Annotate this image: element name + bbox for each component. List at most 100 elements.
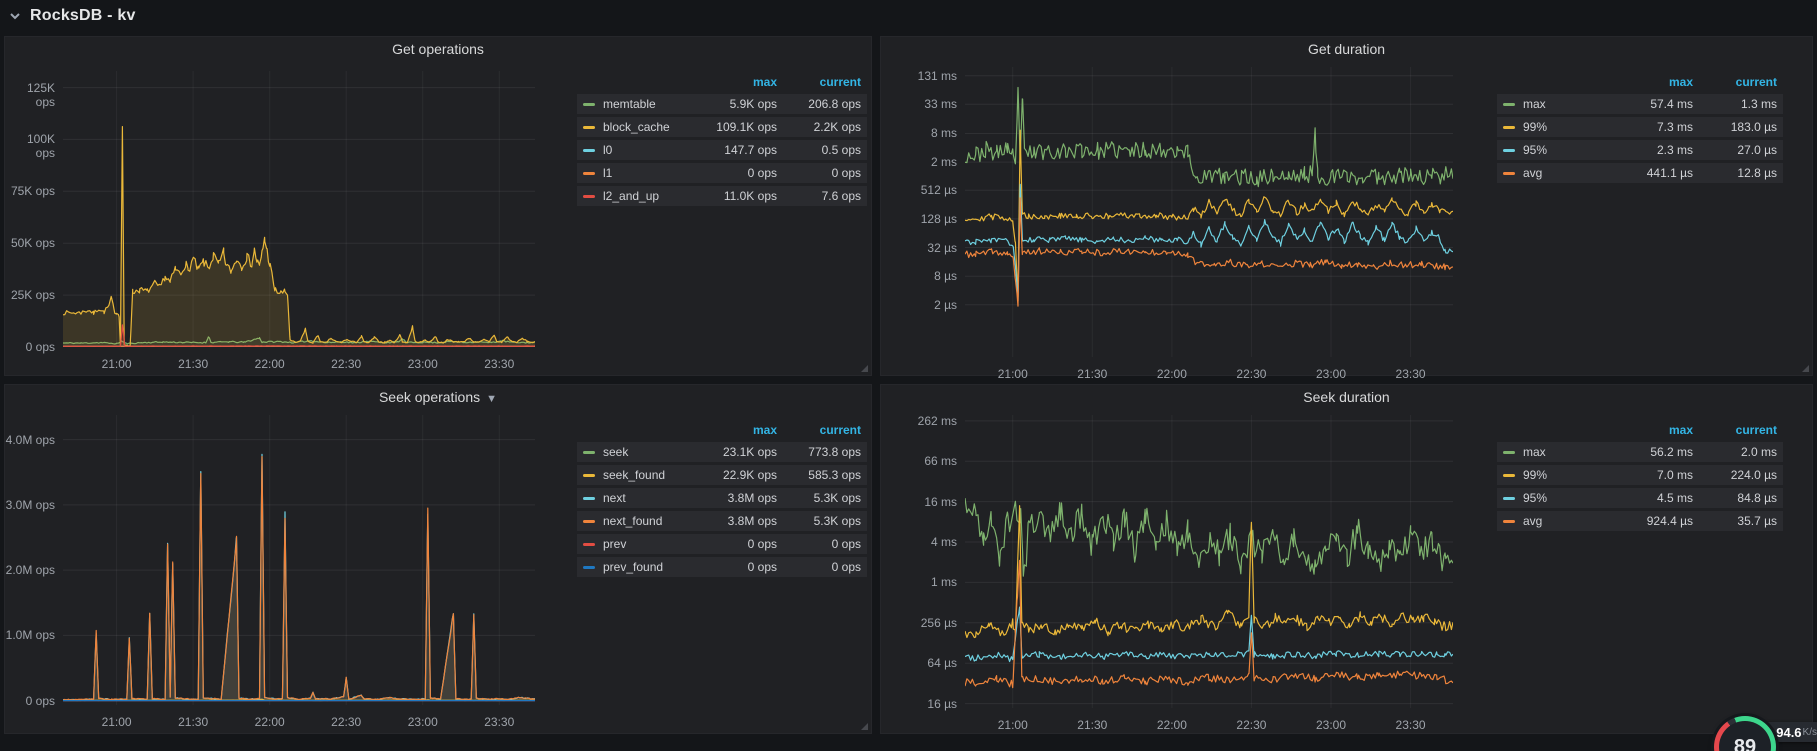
legend-header-max[interactable]: max [752,75,777,89]
x-tick-label: 23:00 [407,357,438,371]
legend-series-l1[interactable]: l1 [583,166,681,180]
series-color-swatch [1503,125,1515,129]
y-tick-label: 125K ops [26,80,55,109]
panel-title-seek-duration[interactable]: Seek duration [881,389,1812,405]
y-tick-label: 2 ms [930,155,957,170]
legend-max-value: 0 ops [747,166,777,180]
legend-row-next_found: next_found 3.8M ops 5.3K ops [577,511,867,531]
legend-header-max[interactable]: max [1668,75,1693,89]
legend-series-next_found[interactable]: next_found [583,514,681,528]
y-tick-label: 33 ms [924,97,957,112]
legend-header-max[interactable]: max [1668,423,1693,437]
x-tick-label: 22:30 [331,357,362,371]
legend-header-current[interactable]: current [819,423,861,437]
panel-resize-handle[interactable] [861,723,868,730]
legend-current-value: 5.3K ops [813,514,861,528]
legend-series-next[interactable]: next [583,491,681,505]
x-tick-label: 23:30 [484,357,515,371]
legend-seek-duration: max current max 56.2 ms 2.0 ms 99% 7.0 ms 224.0… [1497,421,1783,534]
series-color-swatch [1503,102,1515,106]
legend-series-prev_found[interactable]: prev_found [583,560,681,574]
legend-max-value: 4.5 ms [1656,491,1693,505]
series-color-swatch [583,194,595,198]
legend-seek-operations: max current seek 23.1K ops 773.8 ops seek_fou… [577,421,867,580]
x-tick-label: 21:00 [997,718,1028,732]
legend-max-value: 22.9K ops [722,468,777,482]
chart-plot-seek-duration[interactable] [965,415,1453,708]
y-tick-label: 512 µs [920,183,957,198]
series-line-block_cache [63,125,535,347]
legend-row-99%: 99% 7.3 ms 183.0 µs [1497,117,1783,137]
legend-current-value: 183.0 µs [1730,120,1777,134]
panel-menu-caret-icon[interactable]: ▼ [486,393,498,405]
series-color-swatch [583,102,595,106]
legend-max-value: 147.7 ops [724,143,777,157]
chevron-down-icon[interactable] [8,9,22,23]
y-tick-label: 2 µs [934,297,957,312]
legend-series-seek[interactable]: seek [583,445,681,459]
legend-current-value: 12.8 µs [1737,166,1777,180]
legend-header-max[interactable]: max [752,423,777,437]
legend-current-value: 206.8 ops [808,97,861,111]
legend-series-avg[interactable]: avg [1503,514,1597,528]
series-line-next_found [63,455,535,701]
legend-row-avg: avg 924.4 µs 35.7 µs [1497,511,1783,531]
dashboard-row-header[interactable]: RocksDB - kv [0,0,1817,32]
legend-series-99%[interactable]: 99% [1503,468,1597,482]
legend-series-max[interactable]: max [1503,445,1597,459]
legend-series-l2_and_up[interactable]: l2_and_up [583,189,681,203]
panel-seek-duration: Seek duration 262 ms 66 ms 16 ms 4 ms 1 ms 256… [880,384,1813,734]
legend-header-current[interactable]: current [1735,75,1777,89]
panel-resize-handle[interactable] [861,365,868,372]
series-color-swatch [583,519,595,523]
y-tick-label: 0 ops [25,340,55,354]
chart-plot-get-duration[interactable] [965,67,1453,357]
legend-max-value: 2.3 ms [1656,143,1693,157]
legend-series-l0[interactable]: l0 [583,143,681,157]
panel-title-get-operations[interactable]: Get operations [5,41,871,57]
legend-header-current[interactable]: current [1735,423,1777,437]
chart-plot-seek-operations[interactable] [63,415,535,705]
legend-header: max current [1497,421,1783,439]
legend-series-block_cache[interactable]: block_cache [583,120,681,134]
legend-series-memtable[interactable]: memtable [583,97,681,111]
legend-series-99%[interactable]: 99% [1503,120,1597,134]
y-tick-label: 75K ops [10,184,55,199]
legend-series-seek_found[interactable]: seek_found [583,468,681,482]
legend-header-current[interactable]: current [819,75,861,89]
x-tick-label: 22:30 [331,715,362,729]
legend-get-operations: max current memtable 5.9K ops 206.8 ops block… [577,73,867,209]
legend-row-avg: avg 441.1 µs 12.8 µs [1497,163,1783,183]
legend-current-value: 585.3 ops [808,468,861,482]
legend-max-value: 56.2 ms [1650,445,1693,459]
panel-title-seek-operations[interactable]: Seek operations ▼ [5,389,871,405]
legend-max-value: 57.4 ms [1650,97,1693,111]
y-tick-label: 8 ms [930,126,957,141]
y-tick-label: 262 ms [917,413,957,428]
legend-series-max[interactable]: max [1503,97,1597,111]
legend-row-next: next 3.8M ops 5.3K ops [577,488,867,508]
y-tick-label: 256 µs [920,615,957,630]
legend-current-value: 7.6 ops [821,189,861,203]
panel-resize-handle[interactable] [1802,365,1809,372]
legend-series-95%[interactable]: 95% [1503,491,1597,505]
legend-header: max current [577,421,867,439]
legend-row-99%: 99% 7.0 ms 224.0 µs [1497,465,1783,485]
x-tick-label: 22:30 [1236,367,1267,381]
panel-title-get-duration[interactable]: Get duration [881,41,1812,57]
row-title[interactable]: RocksDB - kv [30,7,136,24]
legend-series-95%[interactable]: 95% [1503,143,1597,157]
legend-series-prev[interactable]: prev [583,537,681,551]
series-line-95% [965,606,1453,663]
series-color-swatch [583,171,595,175]
legend-series-avg[interactable]: avg [1503,166,1597,180]
legend-row-95%: 95% 2.3 ms 27.0 µs [1497,140,1783,160]
chart-plot-get-operations[interactable] [63,71,535,347]
legend-current-value: 0 ops [831,166,861,180]
legend-current-value: 773.8 ops [808,445,861,459]
series-fill-block_cache [63,126,535,347]
legend-current-value: 224.0 µs [1730,468,1777,482]
y-tick-label: 64 µs [927,656,957,671]
series-line-95% [965,183,1453,302]
legend-max-value: 5.9K ops [729,97,777,111]
